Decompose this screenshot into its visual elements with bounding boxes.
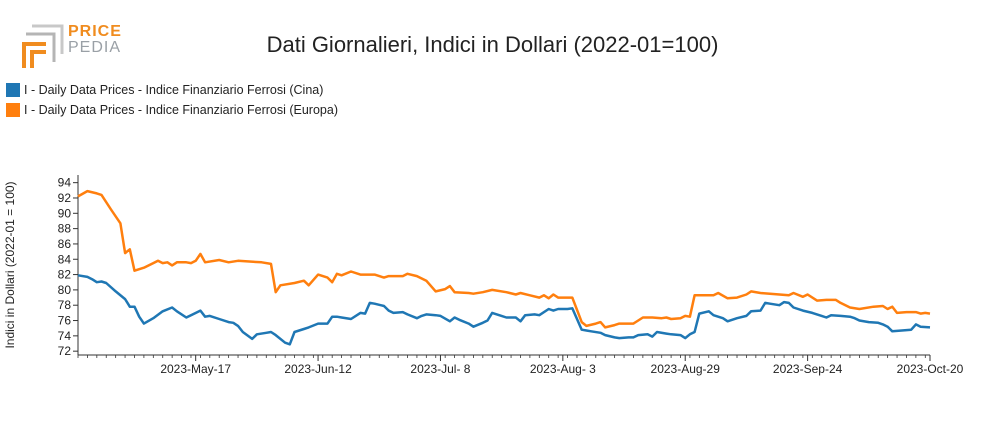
x-axis: 2023-May-17 2023-Jun-12 2023-Jul- 8 2023-Au… — [77, 354, 964, 376]
legend-item-europa[interactable]: I - Daily Data Prices - Indice Finanziar… — [6, 100, 338, 120]
y-tick-label: 90 — [58, 206, 72, 220]
legend-swatch-cina — [6, 83, 20, 97]
y-tick-label: 82 — [58, 268, 72, 282]
y-tick-label: 84 — [58, 252, 72, 266]
legend-label-europa: I - Daily Data Prices - Indice Finanziar… — [24, 103, 338, 117]
x-tick-label: 2023-Jun-12 — [284, 362, 352, 376]
y-tick-label: 76 — [58, 314, 72, 328]
pricepedia-logo: PRICE PEDIA — [18, 24, 128, 72]
series-line-cina — [77, 274, 931, 346]
logo-line-2: PEDIA — [68, 39, 122, 56]
legend-item-cina[interactable]: I - Daily Data Prices - Indice Finanziar… — [6, 80, 338, 100]
y-tick-label: 80 — [58, 283, 72, 297]
y-tick-label: 72 — [58, 344, 72, 358]
y-tick-label: 78 — [58, 298, 72, 312]
series-line-europa — [77, 189, 931, 329]
y-tick-label: 88 — [58, 222, 72, 236]
chart-legend: I - Daily Data Prices - Indice Finanziar… — [6, 80, 338, 120]
y-tick-label: 94 — [58, 176, 72, 190]
chart-title: Dati Giornalieri, Indici in Dollari (202… — [266, 32, 719, 57]
x-tick-label: 2023-May-17 — [160, 362, 231, 376]
x-tick-label: 2023-Aug-29 — [651, 362, 721, 376]
x-tick-label: 2023-Oct-20 — [897, 362, 964, 376]
x-tick-label: 2023-Sep-24 — [773, 362, 843, 376]
legend-swatch-europa — [6, 103, 20, 117]
logo-text: PRICE PEDIA — [68, 24, 122, 56]
logo-line-1: PRICE — [68, 23, 122, 40]
series-layer — [77, 189, 931, 346]
y-axis-title: Indici in Dollari (2022-01 = 100) — [3, 181, 17, 348]
y-tick-label: 74 — [58, 329, 72, 343]
x-tick-label: 2023-Aug- 3 — [530, 362, 596, 376]
y-tick-label: 86 — [58, 237, 72, 251]
x-tick-label: 2023-Jul- 8 — [410, 362, 470, 376]
pricepedia-logo-mark — [22, 24, 64, 68]
y-tick-label: 92 — [58, 191, 72, 205]
legend-label-cina: I - Daily Data Prices - Indice Finanziar… — [24, 83, 324, 97]
